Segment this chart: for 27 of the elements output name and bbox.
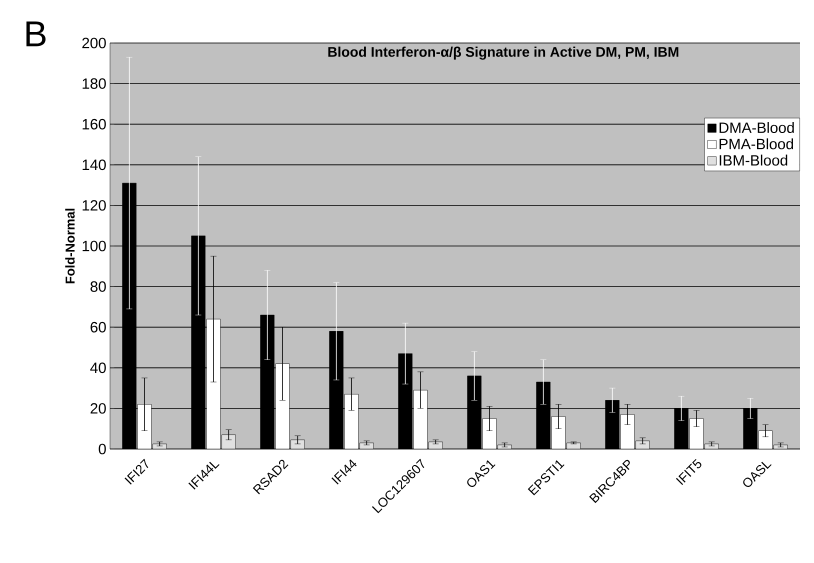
legend-label: PMA-Blood [720, 138, 794, 150]
bar [222, 434, 236, 449]
y-tick-label: 140 [82, 160, 106, 170]
chart-title: Blood Interferon-α/β Signature in Active DM, PM, IBM [328, 46, 678, 60]
legend-label: IBM-Blood [720, 154, 788, 166]
bar [690, 418, 704, 449]
bar [344, 394, 358, 449]
text: B [26, 22, 46, 46]
bar [758, 430, 773, 449]
y-tick-label: 20 [90, 403, 106, 414]
y-tick-label: 60 [90, 322, 106, 332]
bar [206, 319, 220, 449]
legend-label: DMA-Blood [720, 122, 794, 133]
y-tick-label: 120 [82, 200, 106, 211]
bar [482, 418, 496, 449]
bar [620, 414, 634, 449]
y-tick-label: 80 [90, 281, 106, 292]
bar [414, 390, 428, 449]
y-tick-label: 200 [82, 38, 106, 48]
y-tick-label: 160 [82, 118, 106, 130]
y-tick-label: 40 [90, 362, 106, 374]
bar [276, 364, 290, 449]
y-tick-label: 0 [98, 444, 106, 454]
y-axis-title: Fold-Normal [65, 208, 75, 284]
y-tick-label: 180 [82, 78, 106, 89]
y-tick-label: 100 [82, 240, 106, 252]
bar [552, 416, 566, 449]
